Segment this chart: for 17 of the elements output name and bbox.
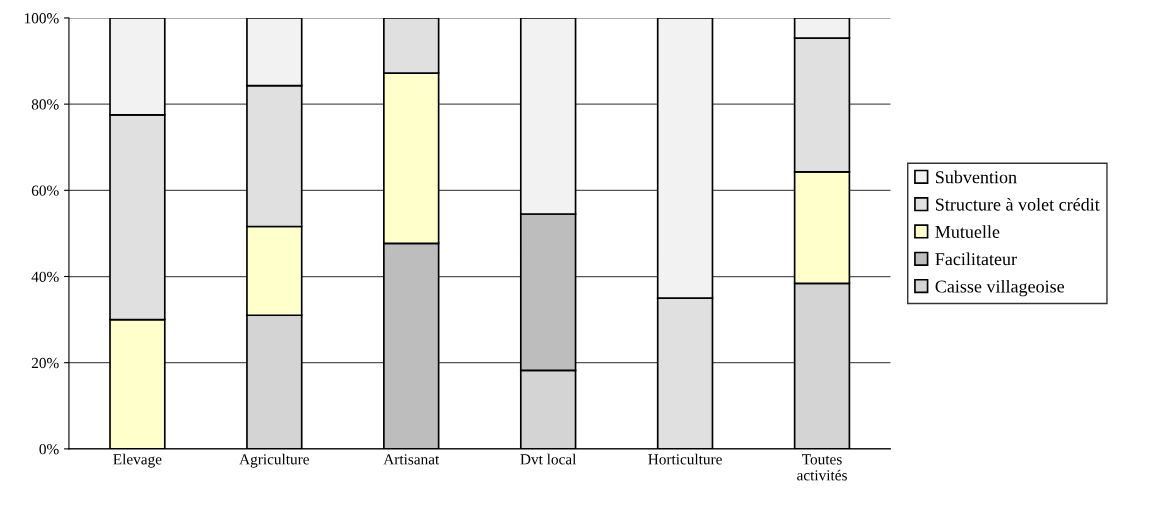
x-tick-label: Toutes activités bbox=[797, 454, 847, 481]
x-tick-label: Agriculture bbox=[239, 453, 310, 468]
y-tick-label: 40% bbox=[31, 271, 59, 283]
legend-label: Subvention bbox=[936, 170, 1017, 184]
legend-label: Facilitateur bbox=[935, 252, 1017, 266]
x-tick-label: Horticulture bbox=[648, 453, 722, 465]
x-tick-label: Dvt local bbox=[520, 453, 577, 465]
y-tick-label: 20% bbox=[31, 357, 59, 369]
legend-label: Structure à volet crédit bbox=[936, 197, 1100, 211]
y-tick-label: 100% bbox=[24, 13, 59, 24]
legend-label: Mutuelle bbox=[935, 225, 1000, 238]
y-tick-label: 60% bbox=[31, 185, 59, 196]
y-tick-label: 80% bbox=[31, 99, 59, 110]
x-tick-label: Artisanat bbox=[383, 454, 440, 465]
y-tick-label: 0% bbox=[39, 444, 59, 455]
legend-label: Caisse villageoise bbox=[935, 279, 1065, 297]
x-tick-label: Elevage bbox=[113, 453, 162, 468]
